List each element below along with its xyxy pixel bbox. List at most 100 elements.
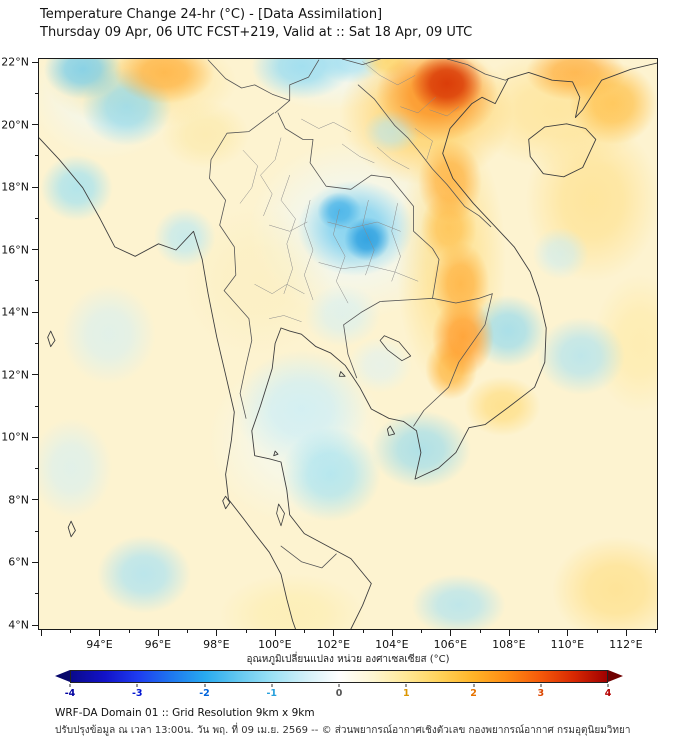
outline-hainan-island	[528, 123, 597, 178]
y-tick-label: 6°N	[8, 555, 29, 569]
outline-prov-4	[304, 199, 314, 301]
y-tick-label: 4°N	[8, 618, 29, 632]
outline-prov-9	[318, 262, 419, 282]
y-tick-label: 22°N	[1, 55, 29, 69]
x-tick	[596, 630, 598, 633]
x-axis: 94°E 96°E 98°E 100°E 102°E 104°E 106°E 108°E 110…	[38, 630, 658, 654]
x-tick	[421, 630, 423, 633]
colorbar-tick-mark	[69, 684, 71, 687]
outline-coast-peninsula-west	[228, 498, 296, 629]
colorbar-tick-label: 0	[335, 688, 343, 699]
outline-samui-island	[273, 450, 279, 457]
y-tick	[32, 561, 38, 563]
y-tick	[32, 624, 38, 626]
colorbar-tick-label: -1	[266, 688, 278, 699]
outline-prov-13	[414, 128, 433, 160]
y-tick	[35, 155, 38, 157]
outline-phuket-island	[222, 495, 231, 510]
x-tick-label: 98°E	[203, 638, 230, 651]
colorbar-tick-mark	[136, 684, 138, 687]
y-tick	[35, 405, 38, 407]
x-tick-label: 110°E	[550, 638, 585, 651]
colorbar-tick-mark	[271, 684, 273, 687]
x-tick	[70, 630, 72, 633]
outline-prov-7	[391, 203, 401, 282]
x-tick-label: 104°E	[375, 638, 409, 651]
map-boundaries-svg	[39, 59, 657, 629]
outline-prov-5	[333, 209, 349, 304]
outline-songkhla-lake	[276, 503, 285, 527]
outline-border-china-vietnam-west	[341, 59, 381, 65]
y-tick-label: 8°N	[8, 493, 29, 507]
colorbar-gradient	[70, 670, 608, 683]
x-tick-label: 106°E	[433, 638, 468, 651]
colorbar-tick-label: 4	[604, 688, 612, 699]
x-tick	[304, 630, 306, 633]
y-tick	[32, 374, 38, 376]
y-tick	[35, 593, 38, 595]
y-tick	[32, 186, 38, 188]
footer-credit-thai: ปรับปรุงข้อมูล ณ เวลา 13:00น. วัน พฤ. ที…	[55, 725, 631, 736]
x-tick	[128, 630, 130, 633]
outline-prov-10	[269, 221, 308, 232]
outline-phu-quoc-island	[386, 425, 396, 436]
colorbar-right-arrow	[608, 670, 623, 682]
x-tick-label: 100°E	[258, 638, 292, 651]
x-tick-label: 112°E	[609, 638, 643, 651]
x-tick	[508, 630, 510, 636]
y-tick	[35, 343, 38, 345]
outline-prov-12	[269, 315, 302, 322]
outline-prov-16	[341, 143, 375, 164]
colorbar-tick-mark	[607, 684, 609, 687]
outline-ko-chang-island	[338, 371, 346, 377]
outline-prov-14	[400, 97, 436, 114]
outline-prov-6	[362, 199, 375, 276]
outline-coast-myanmar	[39, 137, 235, 500]
footer-domain-info: WRF-DA Domain 01 :: Grid Resolution 9km …	[55, 707, 315, 719]
x-tick	[391, 630, 393, 636]
outline-prov-17	[301, 118, 352, 132]
outline-border-thailand-malaysia	[280, 545, 337, 569]
x-tick	[245, 630, 247, 633]
colorbar-ticks: -4 -3 -2 -1 0 1 2 3 4	[65, 684, 611, 701]
colorbar-tick-label: 3	[537, 688, 545, 699]
x-tick	[187, 630, 189, 633]
outline-border-laos-cambodia	[432, 293, 493, 304]
outline-prov-19	[362, 61, 416, 86]
outline-border-laos-vietnam	[357, 84, 492, 228]
outline-prov-8	[327, 221, 401, 232]
x-tick	[99, 630, 101, 636]
outline-nicobar-island	[67, 520, 76, 538]
colorbar-tick-label: -2	[199, 688, 210, 699]
y-tick	[32, 124, 38, 126]
y-tick	[32, 61, 38, 63]
x-tick	[655, 630, 657, 633]
colorbar-tick-label: 1	[402, 688, 410, 699]
y-tick	[35, 530, 38, 532]
y-tick	[32, 311, 38, 313]
outline-border-china-vietnam-east	[446, 59, 509, 81]
x-tick	[274, 630, 276, 636]
colorbar-tick-label: 2	[470, 688, 477, 699]
x-tick-label: 102°E	[316, 638, 351, 651]
colorbar-tick-mark	[204, 684, 205, 687]
y-tick	[35, 217, 38, 219]
colorbar	[55, 670, 623, 683]
page-subtitle: Thursday 09 Apr, 06 UTC FCST+219, Valid …	[40, 25, 473, 40]
outline-coast-south-china	[507, 62, 657, 119]
x-tick-label: 108°E	[492, 638, 526, 651]
colorbar-tick-label: -3	[131, 688, 143, 699]
y-tick	[35, 468, 38, 470]
outline-border-thailand-cambodia	[343, 297, 433, 379]
outline-coast-gulf-of-thailand	[251, 327, 404, 629]
y-tick	[32, 499, 38, 501]
outline-prov-1	[260, 137, 282, 217]
colorbar-tick-mark	[473, 684, 474, 687]
x-tick	[538, 630, 540, 633]
outline-prov-2	[239, 150, 258, 204]
y-tick	[35, 280, 38, 282]
outline-prov-15	[376, 146, 410, 170]
outline-coast-vietnam	[402, 78, 547, 480]
colorbar-title: อุณหภูมิเปลี่ยนแปลง หน่วย องศาเซลเซียส (…	[246, 654, 450, 665]
